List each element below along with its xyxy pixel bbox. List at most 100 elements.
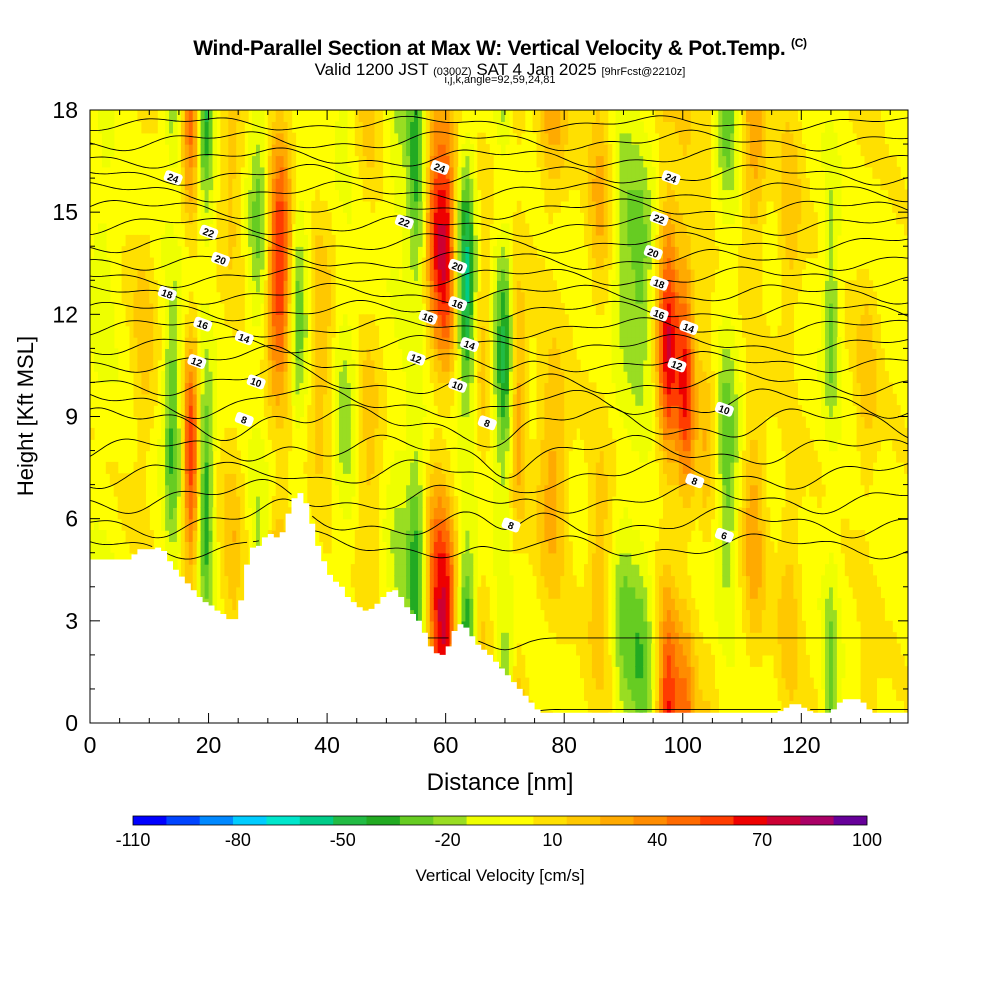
velocity-cell <box>141 314 146 327</box>
velocity-cell <box>259 234 265 247</box>
velocity-cell <box>504 382 510 395</box>
velocity-cell <box>366 507 372 520</box>
velocity-cell <box>635 189 640 202</box>
velocity-cell <box>366 575 372 588</box>
velocity-cell <box>639 325 644 338</box>
velocity-cell <box>414 189 419 202</box>
velocity-cell <box>109 110 115 122</box>
velocity-cell <box>279 473 285 486</box>
velocity-cell <box>643 677 648 690</box>
velocity-cell <box>584 677 589 690</box>
velocity-cell <box>157 473 162 486</box>
velocity-cell <box>607 507 613 520</box>
velocity-cell <box>414 155 419 168</box>
velocity-cell <box>311 473 316 486</box>
velocity-cell <box>576 382 581 395</box>
velocity-cell <box>497 268 502 281</box>
velocity-cell <box>362 564 368 577</box>
velocity-cell <box>504 359 510 372</box>
velocity-cell <box>149 348 154 361</box>
velocity-cell <box>204 359 210 372</box>
velocity-cell <box>564 325 569 338</box>
velocity-cell <box>133 280 139 293</box>
velocity-cell <box>101 291 107 304</box>
velocity-cell <box>339 155 344 168</box>
velocity-cell <box>489 178 494 191</box>
velocity-cell <box>339 382 344 395</box>
velocity-cell <box>465 609 470 622</box>
velocity-cell <box>101 371 107 384</box>
velocity-cell <box>556 427 561 440</box>
velocity-cell <box>374 552 380 565</box>
velocity-cell <box>501 337 506 349</box>
velocity-cell <box>437 132 443 145</box>
velocity-cell <box>540 144 546 157</box>
velocity-cell <box>461 416 467 429</box>
velocity-cell <box>425 552 431 565</box>
velocity-cell <box>374 586 380 599</box>
velocity-cell <box>390 552 395 565</box>
velocity-cell <box>481 246 486 259</box>
velocity-cell <box>429 541 435 554</box>
velocity-cell <box>512 121 518 134</box>
velocity-cell <box>631 439 636 452</box>
velocity-cell <box>228 518 233 531</box>
velocity-cell <box>587 144 593 157</box>
velocity-cell <box>485 200 490 213</box>
velocity-cell <box>311 303 316 315</box>
velocity-cell <box>283 268 289 281</box>
velocity-cell <box>627 223 632 236</box>
velocity-cell <box>599 598 605 611</box>
velocity-cell <box>512 303 518 315</box>
velocity-cell <box>169 132 174 145</box>
velocity-cell <box>497 632 502 645</box>
velocity-cell <box>639 677 644 690</box>
velocity-cell <box>287 303 293 315</box>
velocity-cell <box>232 110 237 122</box>
velocity-cell <box>256 268 261 281</box>
velocity-cell <box>433 586 439 599</box>
velocity-cell <box>173 325 178 338</box>
velocity-cell <box>453 110 459 122</box>
velocity-cell <box>173 450 178 463</box>
velocity-cell <box>319 212 324 225</box>
velocity-cell <box>449 541 455 554</box>
velocity-cell <box>232 530 237 542</box>
velocity-cell <box>402 155 407 168</box>
velocity-cell <box>473 496 478 508</box>
velocity-cell <box>425 303 431 315</box>
velocity-cell <box>169 234 174 247</box>
velocity-cell <box>236 110 241 122</box>
velocity-cell <box>311 393 316 406</box>
velocity-cell <box>449 598 455 611</box>
velocity-cell <box>165 246 170 259</box>
velocity-cell <box>595 688 601 701</box>
velocity-cell <box>449 518 455 531</box>
velocity-cell <box>271 518 277 531</box>
velocity-cell <box>441 473 447 486</box>
velocity-cell <box>188 189 194 202</box>
velocity-cell <box>165 280 170 293</box>
velocity-cell <box>504 121 510 134</box>
velocity-cell <box>406 564 411 577</box>
velocity-cell <box>406 598 411 611</box>
velocity-cell <box>418 484 423 497</box>
velocity-cell <box>469 257 474 270</box>
velocity-cell <box>283 178 289 191</box>
velocity-cell <box>204 484 210 497</box>
velocity-cell <box>394 496 399 508</box>
velocity-cell <box>508 654 514 667</box>
velocity-cell <box>584 393 589 406</box>
velocity-cell <box>504 303 510 315</box>
velocity-cell <box>607 461 613 474</box>
velocity-cell <box>556 405 561 418</box>
velocity-cell <box>370 427 376 440</box>
velocity-cell <box>236 507 241 520</box>
velocity-cell <box>599 200 605 213</box>
velocity-cell <box>512 427 518 440</box>
velocity-cell <box>584 666 589 679</box>
velocity-cell <box>512 666 518 679</box>
velocity-cell <box>137 280 142 293</box>
velocity-cell <box>615 688 621 701</box>
velocity-cell <box>591 507 597 520</box>
